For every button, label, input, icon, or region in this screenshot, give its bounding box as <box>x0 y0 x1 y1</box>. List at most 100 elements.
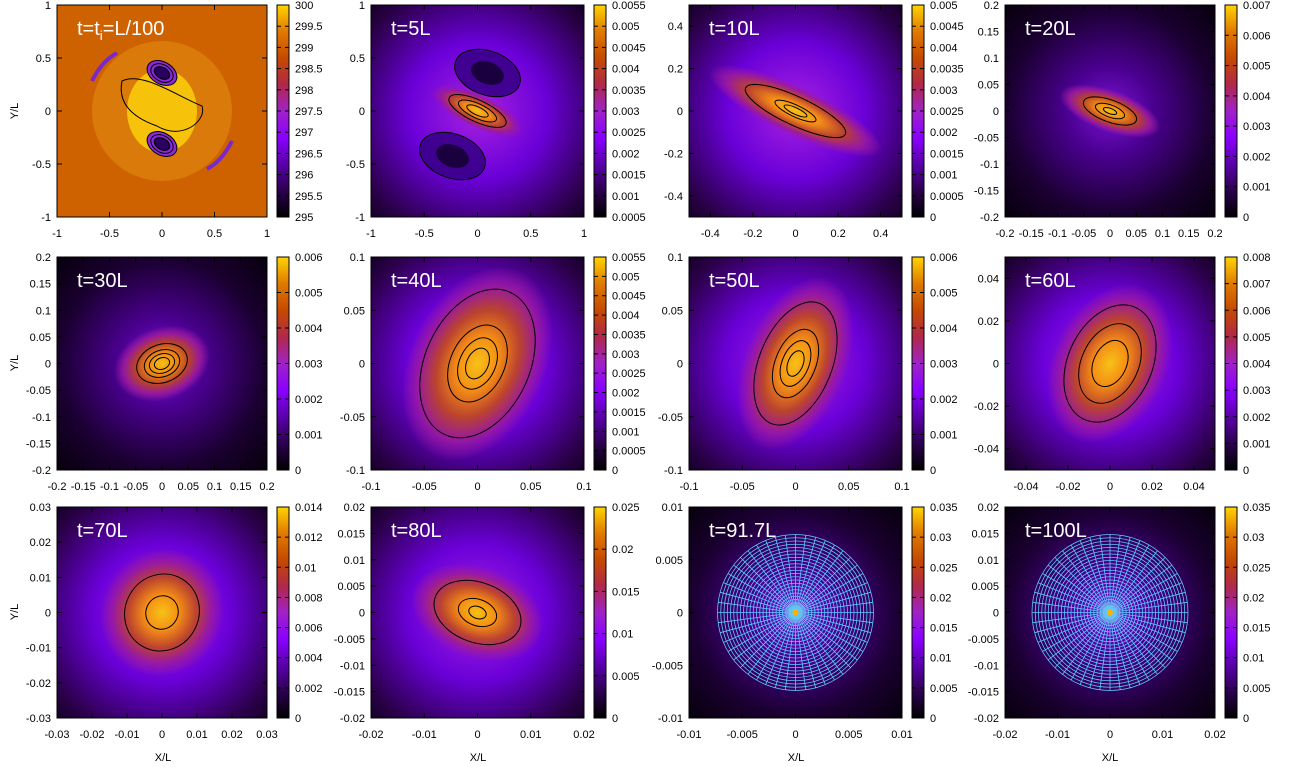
mesh-spoke <box>1109 591 1186 613</box>
y-tick-label: -0.1 <box>32 412 51 424</box>
colorbar-tick-label: 0.006 <box>1243 30 1271 42</box>
x-tick-label: -0.2 <box>48 481 67 493</box>
plot-title: t=ti=L/100 <box>77 18 164 43</box>
plot-title: t=40L <box>391 270 442 292</box>
y-tick-label: -0.05 <box>658 412 683 424</box>
x-tick-label: -0.4 <box>701 228 720 240</box>
mesh-spoke <box>1070 612 1111 681</box>
colorbar: 0.006 0.005 0.004 0.003 0.002 0.001 0 <box>276 252 323 477</box>
x-tick-label: 0 <box>1107 481 1113 493</box>
mesh-spoke <box>795 564 858 613</box>
y-tick-label: 0.05 <box>30 332 51 344</box>
colorbar-tick-label: 0.014 <box>295 502 323 514</box>
x-axis-label: X/L <box>470 752 487 764</box>
y-tick-label: 0.01 <box>978 555 999 567</box>
chart-panel-9: t=70L -0.03 -0.02 -0.01 0 0.01 0.02 0.03 0.03 0.0… <box>26 502 323 741</box>
mesh-spoke <box>1109 564 1173 613</box>
field-peak <box>411 563 544 662</box>
mesh-spoke <box>1042 573 1111 613</box>
colorbar-tick-label: 0.0055 <box>612 252 646 264</box>
contour-line <box>148 353 176 374</box>
colorbar-strip <box>593 506 607 719</box>
colorbar-tick-label: 0.004 <box>930 323 958 335</box>
colorbar-tick-label: 298.5 <box>295 64 323 76</box>
mesh-spoke <box>1054 612 1111 668</box>
y-tick-label: -0.2 <box>32 465 51 477</box>
y-tick-label: 0.005 <box>337 581 365 593</box>
y-tick-label: 0.4 <box>668 21 683 33</box>
colorbar-tick-label: 0.005 <box>612 271 640 283</box>
field-lobe-core <box>436 144 469 168</box>
y-tick-label: -0.03 <box>26 713 51 725</box>
mesh-spoke <box>747 612 796 675</box>
contour-line <box>150 63 174 83</box>
y-axis-label: Y/L <box>9 604 21 621</box>
x-axis-label: X/L <box>788 752 805 764</box>
contour-line <box>136 343 188 384</box>
x-tick-label: -0.1 <box>100 481 119 493</box>
x-tick-label: 0.1 <box>1155 228 1170 240</box>
colorbar-tick-label: 0.005 <box>1243 332 1271 344</box>
colorbar-tick-label: 0.01 <box>1243 653 1264 665</box>
y-tick-label: 0.015 <box>971 528 999 540</box>
x-axis-label: X/L <box>155 752 172 764</box>
heatmap-body <box>717 534 874 691</box>
contour-line <box>457 597 498 628</box>
x-tick-label: -0.02 <box>358 729 383 741</box>
heatmap-body <box>411 563 544 662</box>
field-peak <box>708 65 883 157</box>
colorbar-tick-label: 0.006 <box>1243 305 1271 317</box>
mesh-spoke <box>1032 612 1111 624</box>
colorbar-tick-label: 0.002 <box>612 388 640 400</box>
contour-line <box>419 131 486 181</box>
y-tick-label: 0.03 <box>30 502 51 514</box>
mesh-spoke <box>765 612 796 685</box>
field-glow <box>736 276 855 451</box>
y-axis-label: Y/L <box>9 355 21 372</box>
mesh-spoke <box>795 582 868 613</box>
colorbar-tick-label: 0.0005 <box>930 191 964 203</box>
colorbar-tick-label: 298 <box>295 85 313 97</box>
colorbar-strip <box>276 506 290 719</box>
mesh-spoke <box>795 612 807 690</box>
colorbar-strip <box>911 506 925 719</box>
y-tick-label: 0.04 <box>978 273 999 285</box>
mesh-spoke <box>795 612 844 675</box>
colorbar-tick-label: 0.0045 <box>930 21 964 33</box>
y-tick-label: -0.15 <box>26 438 51 450</box>
plot-title: t=70L <box>77 520 128 542</box>
x-tick-label: 0 <box>474 481 480 493</box>
y-tick-label: 0.15 <box>978 27 999 39</box>
mesh-spoke <box>1037 612 1111 643</box>
field-core <box>92 41 232 181</box>
colorbar-tick-label: 0.006 <box>295 623 323 635</box>
mesh-spoke <box>1109 612 1131 688</box>
x-tick-label: 0.02 <box>1141 481 1162 493</box>
x-tick-label: -0.1 <box>362 481 381 493</box>
colorbar-tick-label: 0.015 <box>930 623 958 635</box>
mesh-spoke <box>718 612 796 624</box>
y-tick-label: -0.02 <box>974 713 999 725</box>
y-tick-label: -0.1 <box>664 465 683 477</box>
x-tick-label: 0 <box>792 481 798 493</box>
colorbar-tick-label: 0.0015 <box>612 170 646 182</box>
mesh-spoke <box>795 557 851 613</box>
colorbar-tick-label: 0.004 <box>295 653 323 665</box>
mesh-spoke <box>756 612 796 681</box>
mesh-spoke <box>720 591 796 613</box>
y-tick-label: 0.1 <box>668 252 683 264</box>
y-tick-label: 0.1 <box>984 53 999 65</box>
field-peak <box>1059 84 1161 138</box>
contour-line <box>153 357 171 370</box>
mesh-spoke <box>1047 612 1111 661</box>
x-tick-label: -0.5 <box>100 228 119 240</box>
contour-line <box>744 83 847 139</box>
y-tick-label: 0.5 <box>350 53 365 65</box>
colorbar-tick-label: 0.012 <box>295 532 323 544</box>
field-arc <box>206 140 234 171</box>
y-tick-label: 0 <box>359 106 365 118</box>
x-tick-label: 0.005 <box>835 729 863 741</box>
colorbar-tick-label: 0.0025 <box>612 127 646 139</box>
x-tick-label: 0.2 <box>1207 228 1222 240</box>
mesh-spoke <box>1109 535 1121 613</box>
